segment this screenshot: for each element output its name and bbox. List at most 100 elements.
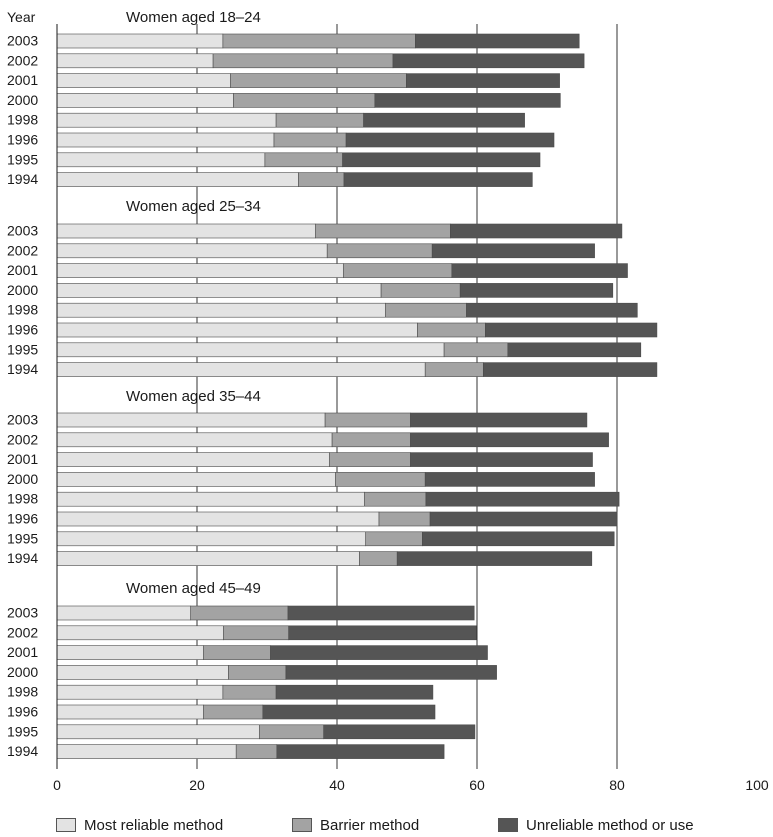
year-label: 1994 <box>7 550 38 566</box>
year-label: 2003 <box>7 412 38 428</box>
bar-segment-barrier <box>212 53 394 69</box>
year-label: 2002 <box>7 242 38 258</box>
labels: 0 20 40 60 80 100 Women aged 18–24 2003 2002 2001… <box>7 9 769 793</box>
year-label: 1996 <box>7 511 38 527</box>
year-label: 2003 <box>7 223 38 239</box>
bar-segment-most-reliable <box>56 452 330 467</box>
x-tick-label-100: 100 <box>745 777 769 793</box>
bar-segment-barrier <box>378 511 431 527</box>
year-label: 2002 <box>7 52 38 68</box>
bar-segment-unreliable <box>466 302 638 318</box>
bar-segment-unreliable <box>288 625 477 641</box>
bar-segment-most-reliable <box>56 625 224 641</box>
bar-segment-most-reliable <box>56 302 386 318</box>
bar-segment-unreliable <box>276 744 445 759</box>
bar-segment-unreliable <box>287 605 475 621</box>
bar-segment-most-reliable <box>56 132 275 148</box>
bar-segment-most-reliable <box>56 724 260 740</box>
bar-segment-unreliable <box>374 93 561 108</box>
year-label: 1996 <box>7 322 38 338</box>
bar-segment-unreliable <box>451 263 628 278</box>
legend-swatch-most-reliable <box>56 818 76 832</box>
bar-segment-most-reliable <box>56 472 336 487</box>
bar-segment-unreliable <box>429 511 618 527</box>
bar-segment-most-reliable <box>56 93 234 108</box>
bar-segment-unreliable <box>275 684 434 700</box>
legend-item-unreliable: Unreliable method or use <box>498 815 694 835</box>
gridlines <box>196 24 618 769</box>
bar-segment-unreliable <box>323 724 476 740</box>
year-label: 1994 <box>7 743 38 759</box>
year-label: 1995 <box>7 341 38 357</box>
bar-segment-most-reliable <box>56 172 299 187</box>
bar-segment-barrier <box>328 452 411 467</box>
legend-swatch-barrier <box>292 818 312 832</box>
bar-segment-unreliable <box>262 704 436 720</box>
bar-segment-most-reliable <box>56 491 365 507</box>
bar-segment-most-reliable <box>56 243 328 259</box>
bar-segment-barrier <box>335 472 426 487</box>
bar-segment-unreliable <box>424 472 595 487</box>
year-label: 2002 <box>7 624 38 640</box>
bar-segment-unreliable <box>405 73 560 88</box>
bar-segment-barrier <box>342 263 453 278</box>
bar-segment-unreliable <box>415 33 580 49</box>
x-tick-label-60: 60 <box>469 777 485 793</box>
group-title-3: Women aged 45–49 <box>126 580 261 597</box>
bar-segment-barrier <box>228 665 287 680</box>
bar-segment-barrier <box>203 704 264 720</box>
bar-segment-most-reliable <box>56 53 214 69</box>
year-label: 2003 <box>7 605 38 621</box>
bar-segment-unreliable <box>410 452 593 467</box>
bars <box>56 33 658 759</box>
bar-segment-barrier <box>331 432 411 448</box>
bar-segment-most-reliable <box>56 283 382 298</box>
bar-segment-barrier <box>424 362 484 377</box>
bar-segment-unreliable <box>507 342 642 358</box>
year-label: 1998 <box>7 302 38 318</box>
bar-segment-most-reliable <box>56 362 426 377</box>
bar-segment-unreliable <box>450 223 623 239</box>
year-label: 2003 <box>7 33 38 49</box>
bar-segment-barrier <box>235 744 278 759</box>
group-title-1: Women aged 25–34 <box>126 198 261 215</box>
bar-segment-most-reliable <box>56 645 204 660</box>
bar-segment-most-reliable <box>56 665 229 680</box>
bar-segment-barrier <box>363 491 427 507</box>
bar-segment-barrier <box>326 243 433 259</box>
bar-segment-most-reliable <box>56 551 360 566</box>
year-label: 2001 <box>7 262 38 278</box>
bar-segment-barrier <box>203 645 271 660</box>
bar-segment-barrier <box>233 93 376 108</box>
year-label: 1995 <box>7 723 38 739</box>
x-tick-label-40: 40 <box>329 777 345 793</box>
year-label: 1995 <box>7 151 38 167</box>
year-label: 1998 <box>7 684 38 700</box>
bar-segment-unreliable <box>410 432 609 448</box>
bar-segment-unreliable <box>345 132 555 148</box>
legend-item-barrier: Barrier method <box>292 815 419 835</box>
bar-segment-unreliable <box>342 152 541 168</box>
bar-segment-barrier <box>314 223 451 239</box>
bar-segment-barrier <box>298 172 345 187</box>
bar-segment-unreliable <box>363 112 525 128</box>
bar-segment-most-reliable <box>56 152 266 168</box>
bar-segment-unreliable <box>422 531 615 547</box>
legend-item-most-reliable: Most reliable method <box>56 815 223 835</box>
bar-segment-most-reliable <box>56 322 418 338</box>
legend-label-unreliable: Unreliable method or use <box>526 816 694 834</box>
bar-segment-most-reliable <box>56 223 316 239</box>
year-label: 2000 <box>7 92 38 108</box>
year-label: 2002 <box>7 431 38 447</box>
bar-segment-barrier <box>384 302 467 318</box>
bar-segment-most-reliable <box>56 33 224 49</box>
bar-segment-unreliable <box>285 665 497 680</box>
bar-segment-unreliable <box>425 491 620 507</box>
legend-swatch-unreliable <box>498 818 518 832</box>
bar-segment-barrier <box>324 412 411 428</box>
bar-segment-unreliable <box>410 412 588 428</box>
bar-segment-barrier <box>223 625 290 641</box>
bar-segment-barrier <box>190 605 289 621</box>
bar-segment-barrier <box>275 112 364 128</box>
bar-segment-most-reliable <box>56 112 277 128</box>
